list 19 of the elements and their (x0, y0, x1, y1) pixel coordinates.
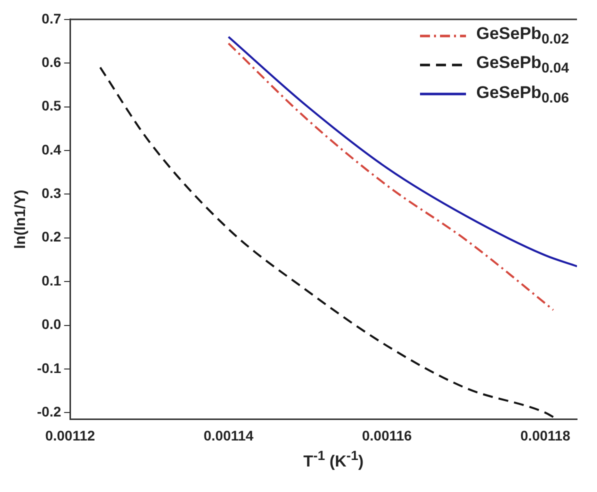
legend-label: GeSePb$_{0.06}$ (476, 82, 569, 106)
y-tick-label: -0.1 (37, 360, 62, 376)
x-tick-label: 0.00116 (362, 427, 412, 444)
y-tick-label: -0.2 (37, 404, 62, 420)
y-axis-title: ln(ln1/Y) (12, 190, 30, 249)
legend-label: GeSePb$_{0.02}$ (476, 24, 569, 48)
y-tick-label: 0.4 (42, 141, 62, 158)
x-tick-label: 0.00118 (520, 427, 570, 444)
y-tick-label: 0.0 (42, 316, 62, 332)
x-axis-title: T$^{-1}$ (K$^{-1}$) (302, 448, 365, 472)
y-tick-label: 0.2 (42, 228, 62, 245)
y-tick-label: 0.3 (42, 185, 62, 202)
legend-label: GeSePb$_{0.04}$ (476, 53, 569, 77)
y-tick-label: 0.1 (42, 272, 62, 288)
y-tick-label: 0.5 (42, 98, 62, 114)
x-tick-label: 0.00114 (204, 427, 254, 444)
x-tick-label: 0.00112 (45, 427, 96, 444)
y-tick-label: 0.6 (42, 54, 62, 70)
y-tick-label: 0.7 (42, 10, 62, 26)
